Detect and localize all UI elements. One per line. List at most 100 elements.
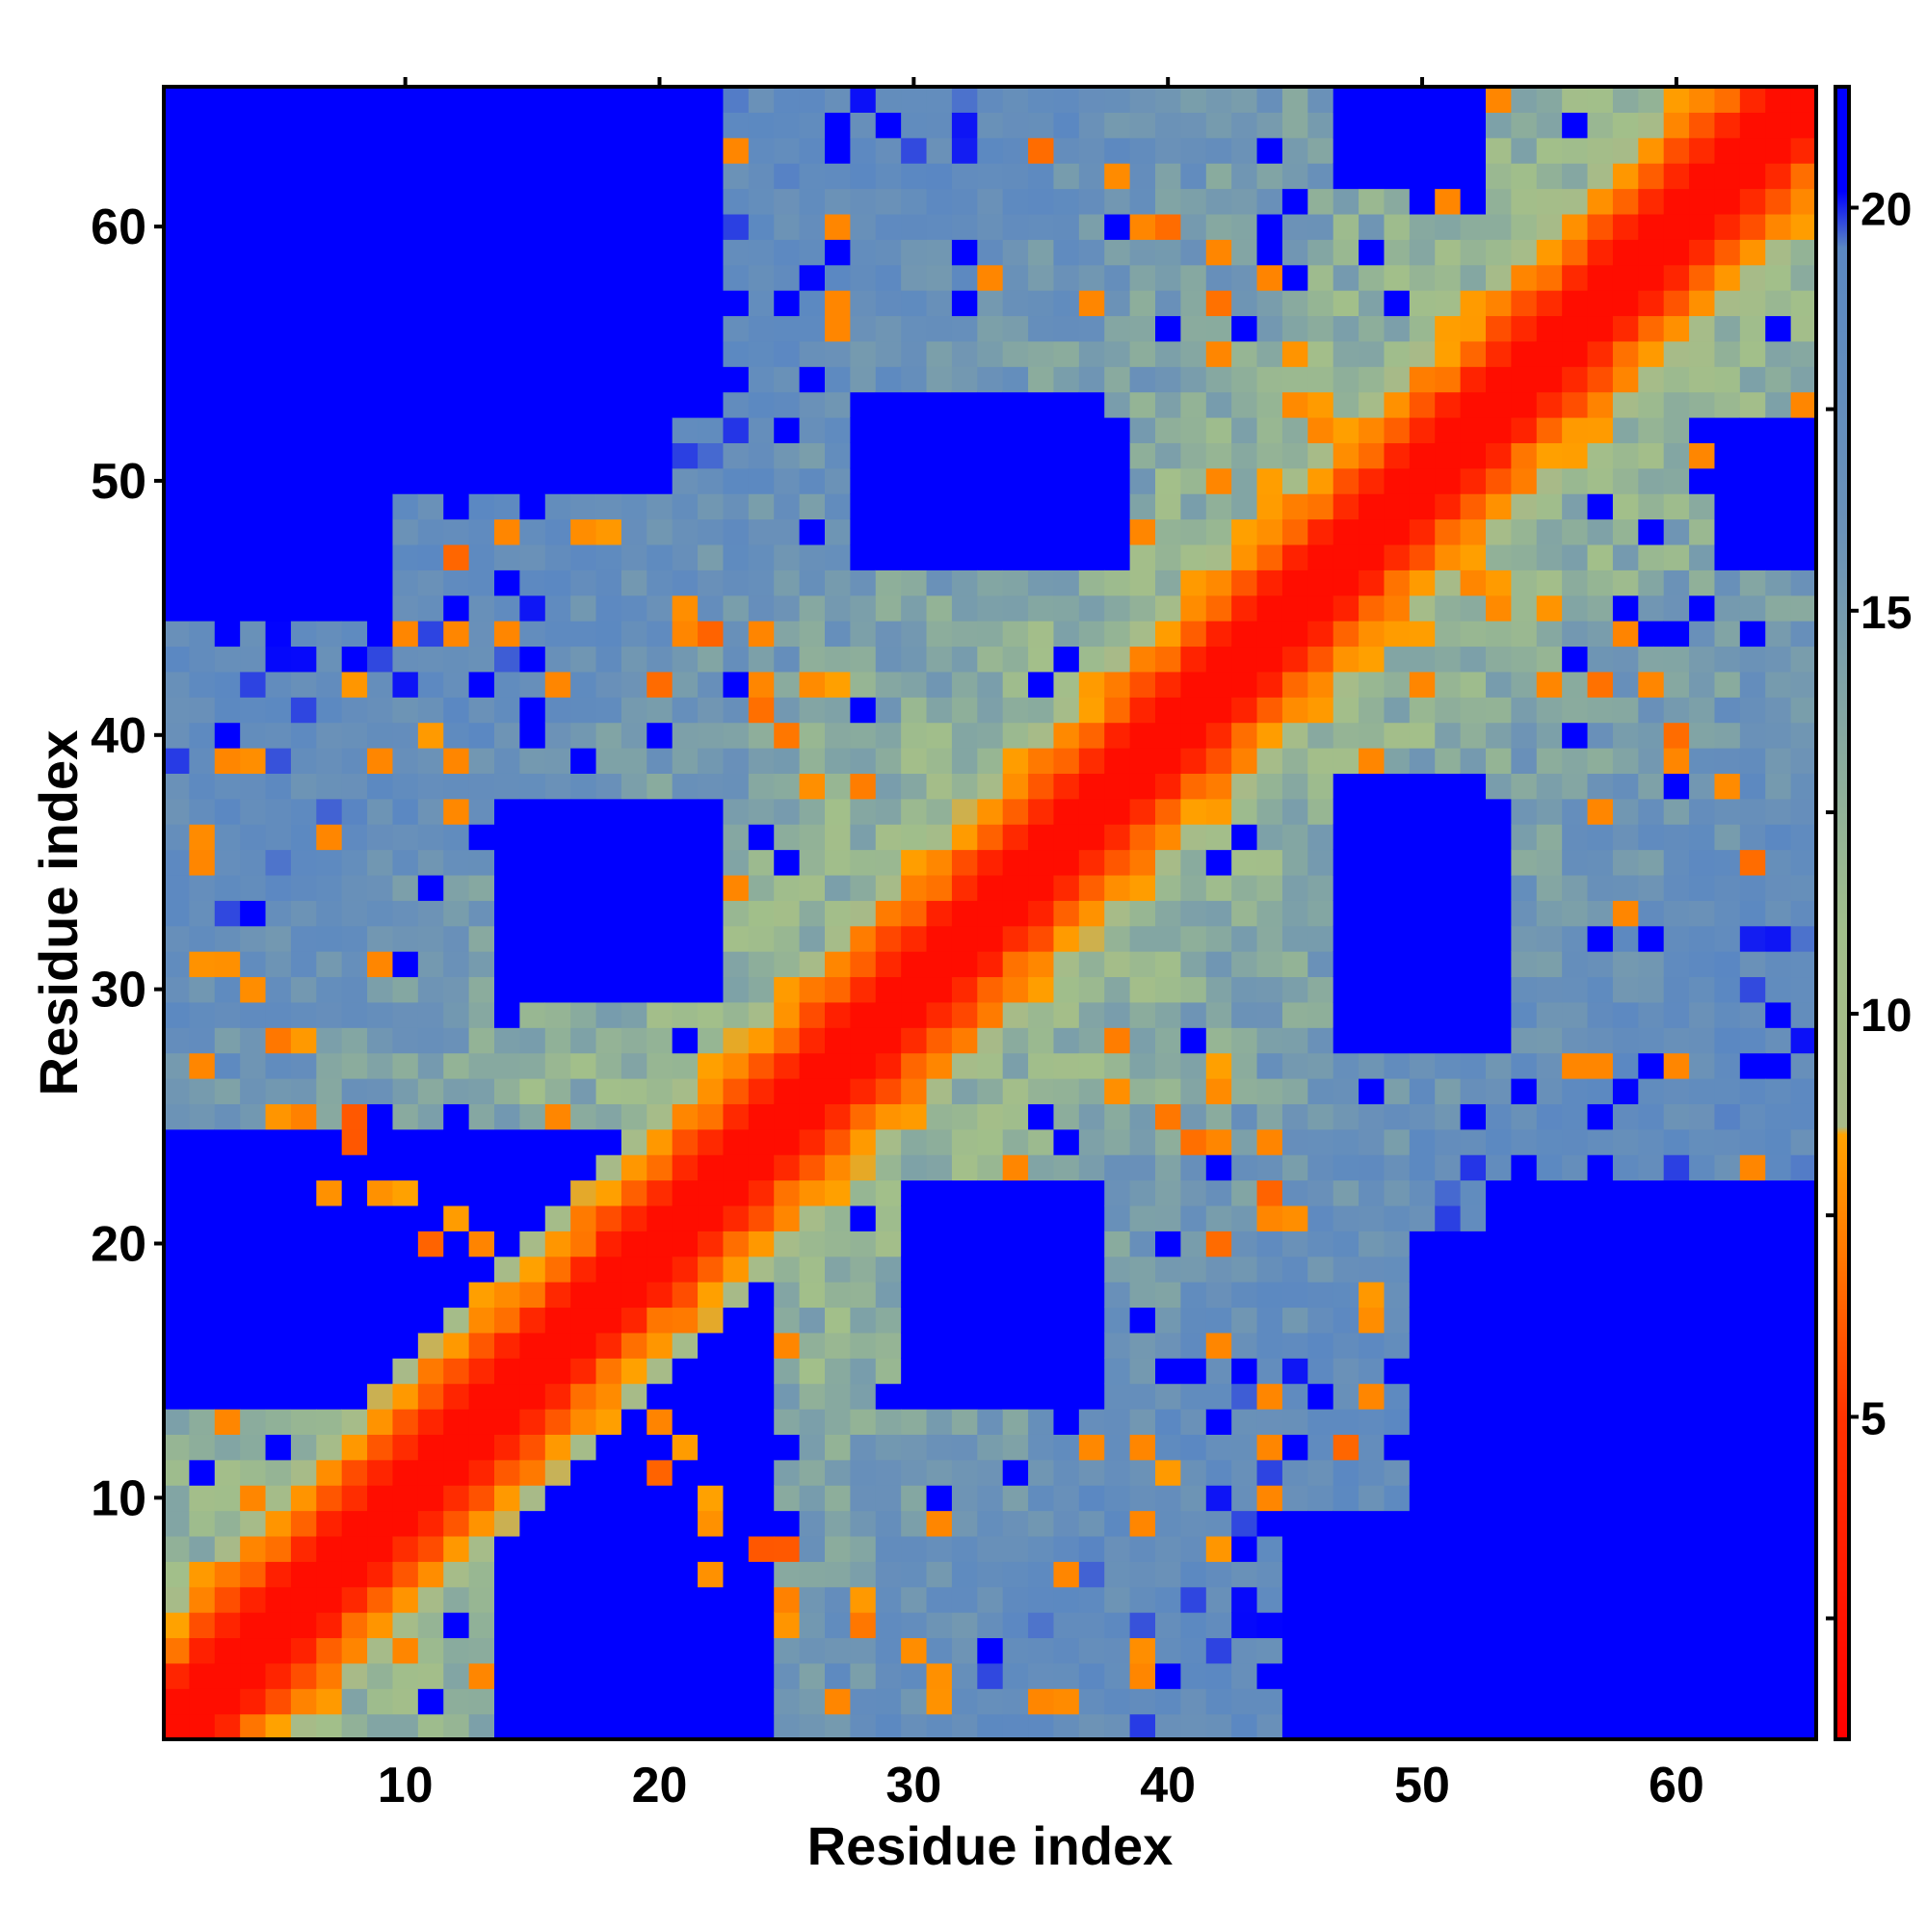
heatmap-cell	[1435, 595, 1462, 622]
heatmap-cell	[1028, 1612, 1055, 1639]
heatmap-cell	[164, 1179, 190, 1206]
heatmap-cell	[774, 1282, 801, 1309]
heatmap-cell	[1307, 442, 1334, 469]
heatmap-cell	[926, 874, 953, 901]
heatmap-cell	[570, 467, 597, 494]
heatmap-cell	[1155, 697, 1181, 724]
heatmap-cell	[698, 87, 725, 113]
heatmap-cell	[748, 1358, 775, 1385]
heatmap-cell	[367, 1637, 394, 1664]
heatmap-cell	[1714, 1128, 1741, 1155]
heatmap-cell	[1486, 315, 1512, 342]
heatmap-cell	[1002, 163, 1029, 190]
heatmap-cell	[1562, 1204, 1589, 1231]
heatmap-cell	[1231, 621, 1258, 648]
heatmap-cell	[698, 1231, 725, 1257]
heatmap-cell	[620, 697, 647, 724]
heatmap-cell	[1205, 213, 1232, 240]
heatmap-cell	[290, 264, 317, 291]
heatmap-cell	[1359, 874, 1386, 901]
heatmap-cell	[1028, 646, 1055, 673]
heatmap-cell	[1739, 1586, 1766, 1613]
heatmap-cell	[1307, 87, 1334, 113]
heatmap-cell	[1435, 1688, 1462, 1715]
heatmap-cell	[1155, 621, 1181, 648]
heatmap-cell	[1663, 1231, 1690, 1257]
heatmap-cell	[977, 1383, 1004, 1410]
heatmap-cell	[367, 697, 394, 724]
heatmap-cell	[926, 87, 953, 113]
heatmap-cell	[519, 543, 546, 570]
heatmap-cell	[544, 1256, 571, 1283]
heatmap-cell	[1765, 366, 1792, 393]
heatmap-cell	[1435, 1358, 1462, 1385]
heatmap-cell	[1435, 340, 1462, 367]
heatmap-cell	[392, 1282, 419, 1309]
heatmap-cell	[748, 417, 775, 443]
heatmap-cell	[723, 417, 750, 443]
heatmap-cell	[977, 340, 1004, 367]
heatmap-cell	[1053, 1637, 1080, 1664]
heatmap-cell	[1486, 1612, 1512, 1639]
heatmap-cell	[417, 1561, 444, 1588]
heatmap-cell	[1511, 1282, 1538, 1309]
heatmap-cell	[672, 1204, 699, 1231]
heatmap-cell	[367, 1001, 394, 1028]
heatmap-cell	[1435, 239, 1462, 266]
heatmap-cell	[316, 1535, 343, 1562]
heatmap-cell	[1078, 1637, 1105, 1664]
heatmap-cell	[774, 518, 801, 545]
heatmap-cell	[799, 239, 826, 266]
heatmap-cell	[341, 1383, 368, 1410]
heatmap-cell	[926, 493, 953, 520]
heatmap-cell	[265, 366, 292, 393]
heatmap-cell	[443, 1612, 470, 1639]
heatmap-cell	[164, 697, 190, 724]
heatmap-cell	[214, 1078, 241, 1104]
heatmap-cell	[1359, 1103, 1386, 1130]
heatmap-cell	[1180, 1282, 1207, 1309]
heatmap-cell	[468, 1078, 495, 1104]
heatmap-cell	[672, 1561, 699, 1588]
heatmap-cell	[214, 1001, 241, 1028]
heatmap-cell	[189, 1612, 216, 1639]
heatmap-cell	[1028, 1052, 1055, 1079]
heatmap-cell	[164, 213, 190, 240]
heatmap-cell	[647, 1307, 673, 1334]
heatmap-cell	[748, 697, 775, 724]
heatmap-cell	[799, 518, 826, 545]
heatmap-cell	[1587, 1358, 1614, 1385]
heatmap-cell	[1612, 1231, 1639, 1257]
heatmap-cell	[1002, 239, 1029, 266]
heatmap-cell	[1002, 900, 1029, 927]
heatmap-cell	[620, 239, 647, 266]
heatmap-cell	[1078, 621, 1105, 648]
heatmap-cell	[595, 1179, 622, 1206]
heatmap-cell	[926, 442, 953, 469]
heatmap-cell	[1739, 467, 1766, 494]
heatmap-cell	[647, 1154, 673, 1181]
heatmap-cell	[214, 391, 241, 418]
heatmap-cell	[443, 1485, 470, 1512]
heatmap-cell	[901, 1383, 928, 1410]
heatmap-cell	[392, 1485, 419, 1512]
heatmap-cell	[799, 290, 826, 317]
heatmap-cell	[1486, 137, 1512, 164]
heatmap-cell	[875, 722, 902, 749]
heatmap-cell	[1053, 87, 1080, 113]
heatmap-cell	[570, 1332, 597, 1359]
heatmap-cell	[1714, 112, 1741, 139]
heatmap-cell	[189, 1179, 216, 1206]
heatmap-cell	[392, 264, 419, 291]
heatmap-cell	[1359, 1434, 1386, 1461]
heatmap-cell	[774, 1383, 801, 1410]
heatmap-cell	[1536, 1332, 1563, 1359]
heatmap-cell	[1104, 1358, 1131, 1385]
heatmap-cell	[1739, 290, 1766, 317]
heatmap-cell	[1409, 543, 1436, 570]
heatmap-cell	[1281, 951, 1308, 978]
heatmap-cell	[494, 239, 520, 266]
heatmap-cell	[544, 1662, 571, 1689]
heatmap-cell	[1104, 1027, 1131, 1054]
heatmap-cell	[1689, 824, 1716, 851]
